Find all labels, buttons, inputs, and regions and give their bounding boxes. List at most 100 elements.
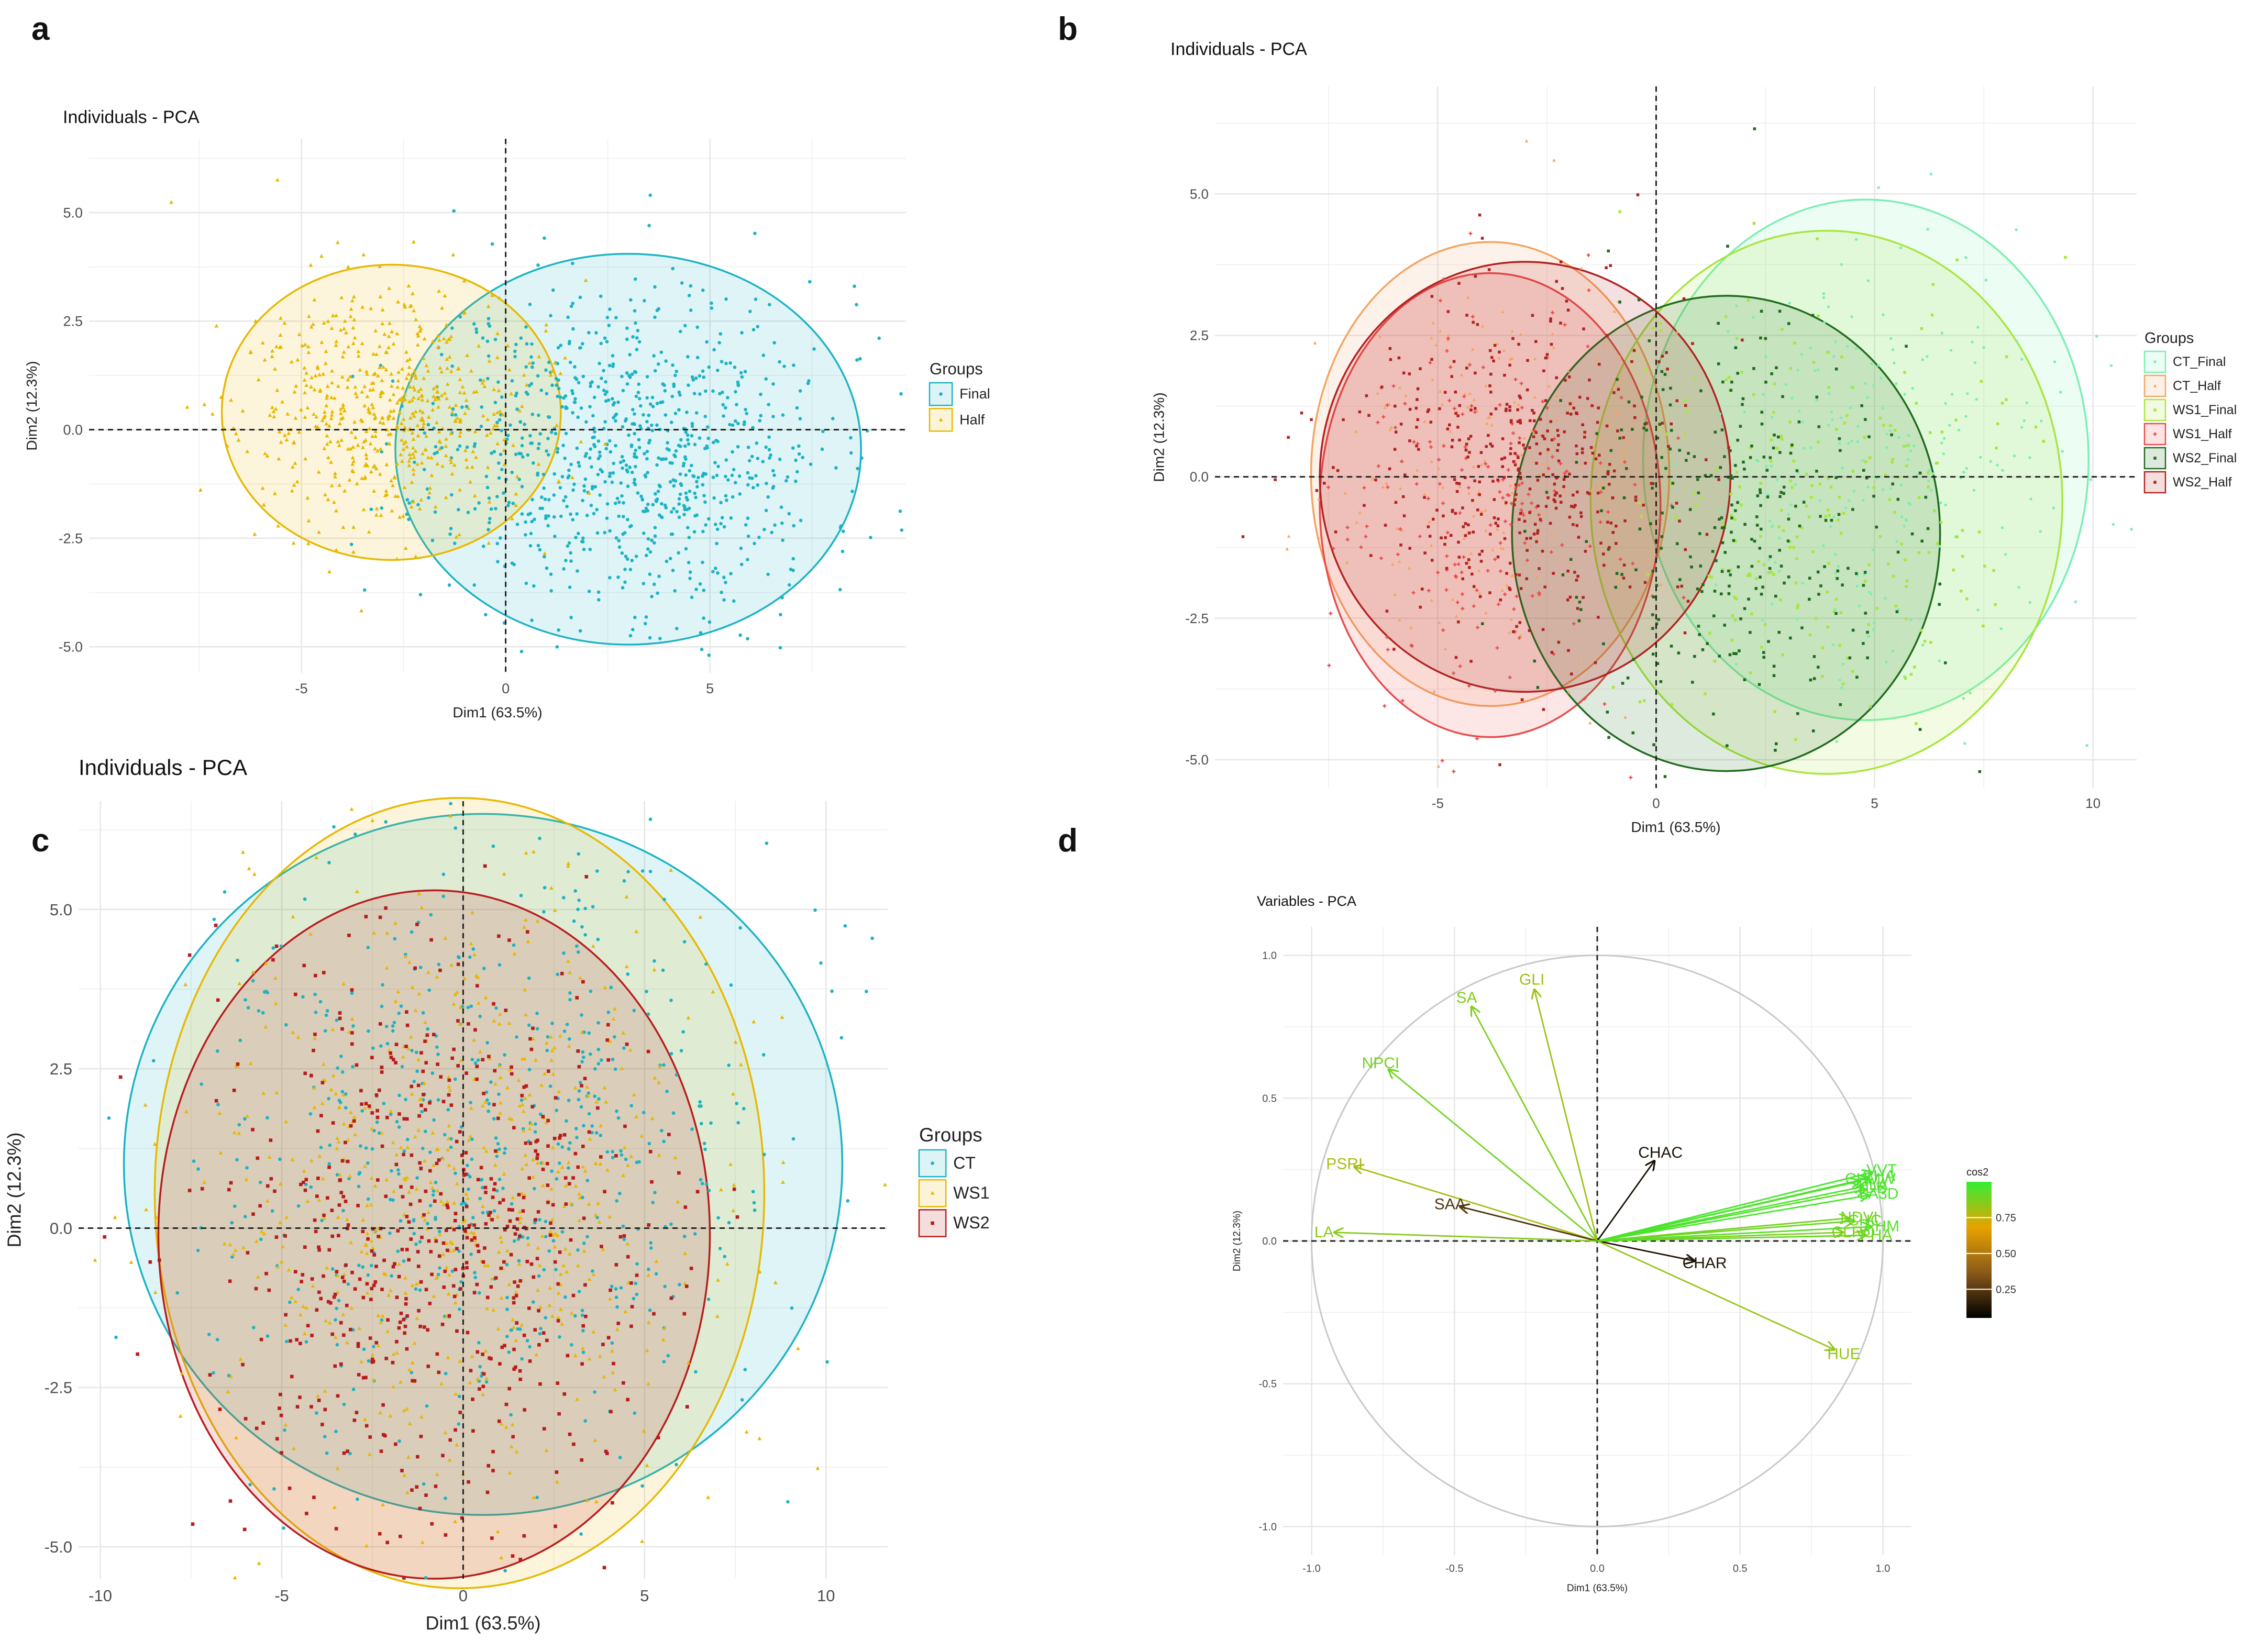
data-point	[697, 476, 700, 480]
data-point	[1427, 525, 1430, 528]
data-point	[1789, 480, 1792, 483]
data-point	[1920, 629, 1923, 632]
data-point	[571, 1176, 575, 1180]
data-point	[417, 1114, 421, 1118]
data-point	[709, 1121, 713, 1125]
data-point	[1513, 498, 1517, 501]
data-point	[1743, 678, 1746, 681]
data-point	[547, 1069, 550, 1073]
data-point	[339, 1321, 343, 1325]
data-point	[1735, 304, 1738, 307]
data-point	[1515, 625, 1518, 628]
data-point	[778, 360, 781, 364]
data-point	[454, 1212, 458, 1215]
data-point	[491, 1450, 495, 1454]
data-point	[396, 1249, 400, 1253]
data-point	[494, 1149, 498, 1153]
data-point	[423, 468, 426, 471]
data-point	[1862, 584, 1865, 587]
data-point	[1446, 427, 1450, 430]
data-point	[577, 1049, 580, 1053]
data-point	[635, 336, 639, 340]
data-point	[1416, 418, 1419, 422]
data-point	[1537, 686, 1540, 689]
data-point	[1342, 418, 1345, 422]
data-point	[645, 457, 649, 461]
data-point	[738, 474, 742, 478]
data-point	[309, 1185, 313, 1189]
data-point	[338, 1017, 342, 1021]
data-point	[590, 504, 593, 507]
data-point	[434, 1217, 437, 1221]
data-point	[2013, 454, 2016, 458]
data-point	[319, 1000, 323, 1004]
data-point	[682, 462, 686, 465]
data-point	[492, 1103, 496, 1106]
data-point	[2025, 402, 2028, 405]
data-point	[419, 1435, 423, 1438]
data-point	[839, 524, 843, 528]
data-point	[1610, 522, 1613, 525]
data-point	[1489, 533, 1492, 536]
data-point	[188, 953, 192, 957]
data-point	[1848, 499, 1851, 502]
data-point	[1798, 410, 1801, 413]
data-point	[459, 1287, 462, 1291]
data-point	[634, 321, 637, 325]
data-point	[591, 1269, 594, 1273]
data-point	[396, 1229, 400, 1233]
data-point	[1978, 770, 1982, 773]
y-tick-label: 0.0	[1262, 1236, 1277, 1247]
data-point	[564, 559, 568, 562]
data-point	[327, 1162, 331, 1166]
legend-label: WS2_Final	[2173, 451, 2237, 465]
data-point	[469, 1101, 472, 1104]
legend-title: Groups	[919, 1124, 982, 1146]
data-point	[1590, 404, 1594, 407]
data-point	[724, 475, 727, 479]
data-point	[442, 1241, 446, 1245]
data-point	[575, 1136, 579, 1139]
data-point	[1684, 398, 1687, 402]
data-point	[424, 1190, 428, 1193]
data-point	[1555, 507, 1558, 510]
panel-letter-c: c	[31, 822, 49, 859]
data-point	[439, 1192, 443, 1196]
data-point	[1606, 711, 1609, 714]
data-point	[1862, 499, 1865, 502]
data-point	[1971, 340, 1974, 343]
data-point	[546, 1162, 549, 1166]
data-point	[740, 375, 744, 379]
data-point	[1779, 598, 1782, 602]
data-point	[1610, 449, 1613, 452]
data-point	[301, 1273, 304, 1277]
data-point	[1522, 444, 1525, 447]
data-point	[368, 1104, 371, 1108]
data-point	[442, 872, 446, 876]
data-point	[1698, 532, 1701, 535]
data-point	[339, 1191, 343, 1194]
data-point	[691, 422, 694, 426]
data-point	[1826, 591, 1829, 594]
data-point	[295, 1338, 299, 1341]
data-point	[410, 1049, 414, 1052]
data-point	[1778, 537, 1781, 540]
data-point	[583, 454, 587, 458]
data-point	[779, 613, 782, 616]
data-point	[565, 432, 568, 436]
data-point	[413, 1080, 416, 1083]
data-point	[624, 417, 628, 421]
data-point	[372, 1253, 376, 1257]
data-point	[316, 1177, 320, 1180]
data-point	[1895, 382, 1898, 385]
data-point	[500, 468, 504, 471]
data-point	[1501, 465, 1505, 468]
data-point	[401, 1065, 404, 1069]
data-point	[562, 499, 566, 503]
data-point	[1546, 448, 1550, 451]
data-point	[524, 325, 528, 329]
data-point	[769, 453, 772, 457]
data-point	[514, 394, 518, 397]
data-point	[596, 385, 600, 389]
data-point	[615, 536, 618, 540]
